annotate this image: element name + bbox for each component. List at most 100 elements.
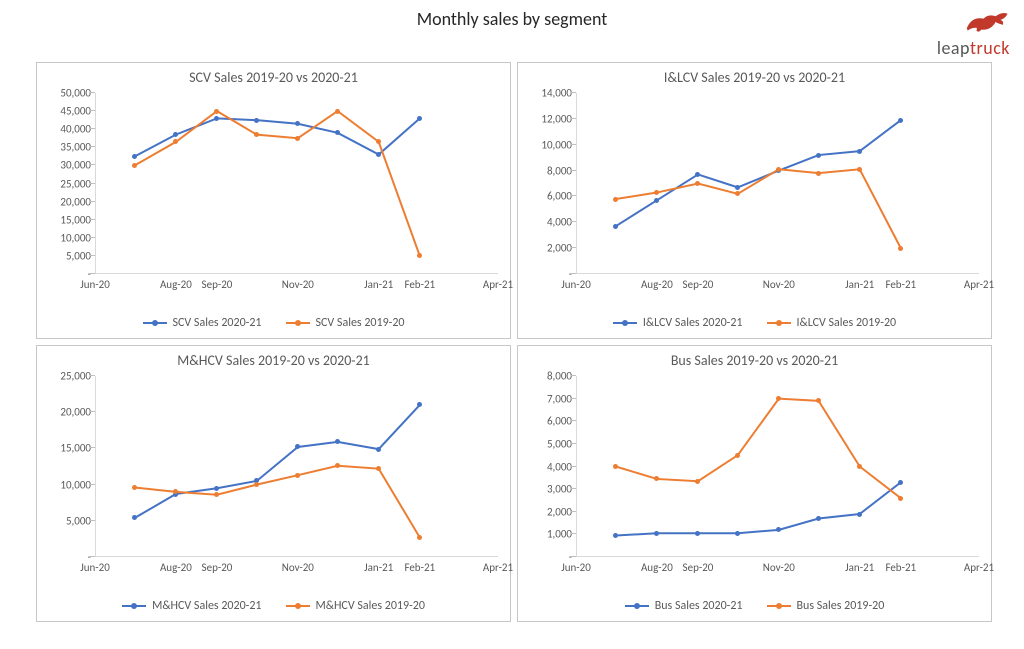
chart-panel-scv: SCV Sales 2019-20 vs 2020-21 -5,00010,000…	[36, 62, 511, 339]
chart-panel-ilcv: I&LCV Sales 2019-20 vs 2020-21 -2,0004,00…	[517, 62, 992, 339]
chart-area: -5,00010,00015,00020,00025,00030,00035,0…	[95, 93, 498, 274]
legend-swatch-dot	[634, 603, 640, 609]
y-tick-label: 6,000	[547, 190, 576, 203]
y-tick-label: 3,000	[547, 483, 576, 496]
x-tick-label: Jun-20	[561, 274, 591, 291]
legend-item: M&HCV Sales 2020-21	[122, 599, 261, 613]
legend-swatch-dot	[776, 603, 782, 609]
x-tick-label: Sep-20	[683, 274, 714, 291]
chart-svg	[95, 93, 498, 274]
x-tick-label: Nov-20	[282, 557, 314, 574]
y-tick-label: 4,000	[547, 216, 576, 229]
legend-item: Bus Sales 2019-20	[767, 599, 885, 613]
series-marker	[376, 447, 381, 452]
y-tick-label: 15,000	[60, 213, 95, 226]
chart-svg	[576, 93, 979, 274]
chart-area: -5,00010,00015,00020,00025,000Jun-20Aug-…	[95, 376, 498, 557]
panel-title: I&LCV Sales 2019-20 vs 2020-21	[518, 69, 991, 86]
y-tick-label: 5,000	[66, 514, 95, 527]
series-marker	[857, 167, 862, 172]
chart-legend: Bus Sales 2020-21 Bus Sales 2019-20	[518, 599, 991, 613]
series-line	[135, 466, 420, 538]
y-tick-label: 8,000	[547, 164, 576, 177]
legend-swatch-line	[122, 605, 146, 607]
legend-swatch-line	[286, 605, 310, 607]
y-tick-label: 2,000	[547, 242, 576, 255]
legend-label: SCV Sales 2019-20	[316, 316, 405, 330]
series-marker	[335, 109, 340, 114]
x-tick-label: Nov-20	[763, 274, 795, 291]
x-tick-label: Feb-21	[885, 557, 916, 574]
panel-title: M&HCV Sales 2019-20 vs 2020-21	[37, 352, 510, 369]
x-tick-label: Aug-20	[160, 557, 192, 574]
legend-swatch-line	[286, 322, 310, 324]
legend-label: M&HCV Sales 2020-21	[152, 599, 261, 613]
series-marker	[898, 496, 903, 501]
x-tick-label: Aug-20	[641, 557, 673, 574]
y-tick-label: 15,000	[60, 442, 95, 455]
chart-legend: M&HCV Sales 2020-21 M&HCV Sales 2019-20	[37, 599, 510, 613]
x-tick-label: Jan-21	[364, 274, 393, 291]
legend-swatch-line	[625, 605, 649, 607]
legend-label: Bus Sales 2020-21	[655, 599, 743, 613]
y-tick-label: 10,000	[541, 138, 576, 151]
chart-panel-bus: Bus Sales 2019-20 vs 2020-21-1,0002,0003…	[517, 345, 992, 622]
y-tick-label: 6,000	[547, 415, 576, 428]
x-tick-label: Apr-21	[964, 557, 994, 574]
series-marker	[898, 118, 903, 123]
y-tick-label: 20,000	[60, 406, 95, 419]
series-marker	[857, 149, 862, 154]
legend-swatch-line	[767, 322, 791, 324]
x-tick-label: Apr-21	[483, 274, 513, 291]
y-tick-label: 20,000	[60, 195, 95, 208]
legend-item: SCV Sales 2020-21	[143, 316, 262, 330]
x-tick-label: Aug-20	[641, 274, 673, 291]
panel-title: SCV Sales 2019-20 vs 2020-21	[37, 69, 510, 86]
series-marker	[816, 153, 821, 158]
legend-swatch-line	[767, 605, 791, 607]
legend-swatch-dot	[776, 320, 782, 326]
x-tick-label: Sep-20	[683, 557, 714, 574]
series-marker	[613, 197, 618, 202]
y-tick-label: 5,000	[547, 437, 576, 450]
chart-area: -2,0004,0006,0008,00010,00012,00014,000J…	[576, 93, 979, 274]
legend-label: I&LCV Sales 2019-20	[797, 316, 897, 330]
legend-label: M&HCV Sales 2019-20	[316, 599, 425, 613]
legend-label: I&LCV Sales 2020-21	[643, 316, 743, 330]
legend-swatch-line	[613, 322, 637, 324]
x-tick-label: Jan-21	[845, 557, 874, 574]
legend-label: SCV Sales 2020-21	[173, 316, 262, 330]
x-tick-label: Feb-21	[404, 274, 435, 291]
y-tick-label: 1,000	[547, 528, 576, 541]
legend-swatch-dot	[622, 320, 628, 326]
series-line	[616, 120, 901, 226]
x-tick-label: Aug-20	[160, 274, 192, 291]
y-tick-label: 25,000	[60, 177, 95, 190]
y-tick-label: 8,000	[547, 370, 576, 383]
legend-swatch-dot	[295, 320, 301, 326]
legend-label: Bus Sales 2019-20	[797, 599, 885, 613]
x-tick-label: Jun-20	[561, 557, 591, 574]
legend-item: I&LCV Sales 2019-20	[767, 316, 897, 330]
y-tick-label: 10,000	[60, 478, 95, 491]
legend-swatch-dot	[295, 603, 301, 609]
y-tick-label: 45,000	[60, 105, 95, 118]
legend-swatch-dot	[131, 603, 137, 609]
chart-legend: SCV Sales 2020-21 SCV Sales 2019-20	[37, 316, 510, 330]
y-tick-label: 40,000	[60, 123, 95, 136]
chart-panel-mhcv: M&HCV Sales 2019-20 vs 2020-21 -5,00010,0…	[36, 345, 511, 622]
legend-item: SCV Sales 2019-20	[286, 316, 405, 330]
bull-icon	[962, 6, 1010, 36]
x-tick-label: Jan-21	[845, 274, 874, 291]
y-tick-label: 2,000	[547, 505, 576, 518]
brand-text-part1: leap	[937, 37, 970, 59]
series-marker	[735, 453, 740, 458]
legend-swatch-line	[143, 322, 167, 324]
x-tick-label: Sep-20	[202, 557, 233, 574]
series-line	[616, 399, 901, 499]
y-tick-label: 14,000	[541, 87, 576, 100]
y-tick-label: 10,000	[60, 231, 95, 244]
legend-item: M&HCV Sales 2019-20	[286, 599, 425, 613]
y-tick-label: 35,000	[60, 141, 95, 154]
x-tick-label: Feb-21	[404, 557, 435, 574]
